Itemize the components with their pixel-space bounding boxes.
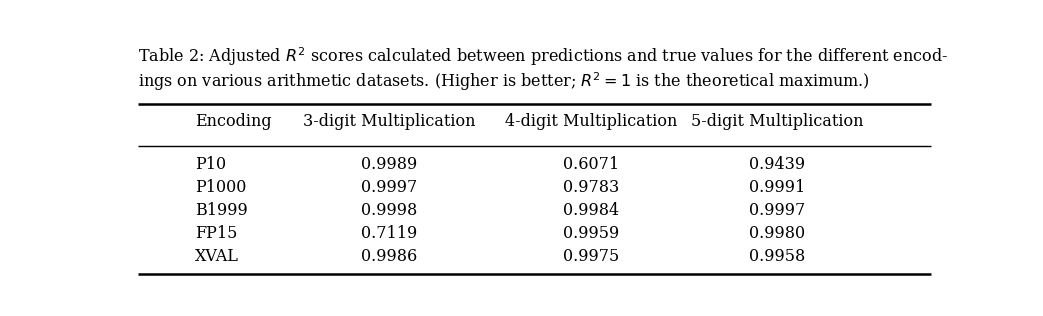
Text: XVAL: XVAL — [195, 248, 239, 265]
Text: 0.9997: 0.9997 — [361, 179, 417, 196]
Text: 3-digit Multiplication: 3-digit Multiplication — [302, 113, 476, 130]
Text: 0.9958: 0.9958 — [749, 248, 805, 265]
Text: Encoding: Encoding — [195, 113, 271, 130]
Text: 0.9959: 0.9959 — [563, 225, 620, 242]
Text: 5-digit Multiplication: 5-digit Multiplication — [690, 113, 864, 130]
Text: 0.9439: 0.9439 — [749, 156, 805, 173]
Text: B1999: B1999 — [195, 202, 248, 219]
Text: FP15: FP15 — [195, 225, 238, 242]
Text: 0.9980: 0.9980 — [749, 225, 805, 242]
Text: 0.6071: 0.6071 — [563, 156, 620, 173]
Text: 0.9991: 0.9991 — [749, 179, 805, 196]
Text: 0.9997: 0.9997 — [749, 202, 805, 219]
Text: 0.9783: 0.9783 — [563, 179, 620, 196]
Text: 4-digit Multiplication: 4-digit Multiplication — [505, 113, 677, 130]
Text: ings on various arithmetic datasets. (Higher is better; $R^2 = 1$ is the theoret: ings on various arithmetic datasets. (Hi… — [139, 71, 871, 94]
Text: Table 2: Adjusted $R^2$ scores calculated between predictions and true values fo: Table 2: Adjusted $R^2$ scores calculate… — [139, 45, 949, 68]
Text: 0.9975: 0.9975 — [563, 248, 620, 265]
Text: 0.9989: 0.9989 — [361, 156, 417, 173]
Text: 0.9998: 0.9998 — [361, 202, 417, 219]
Text: 0.9986: 0.9986 — [361, 248, 417, 265]
Text: P1000: P1000 — [195, 179, 246, 196]
Text: P10: P10 — [195, 156, 226, 173]
Text: 0.7119: 0.7119 — [361, 225, 417, 242]
Text: 0.9984: 0.9984 — [563, 202, 620, 219]
